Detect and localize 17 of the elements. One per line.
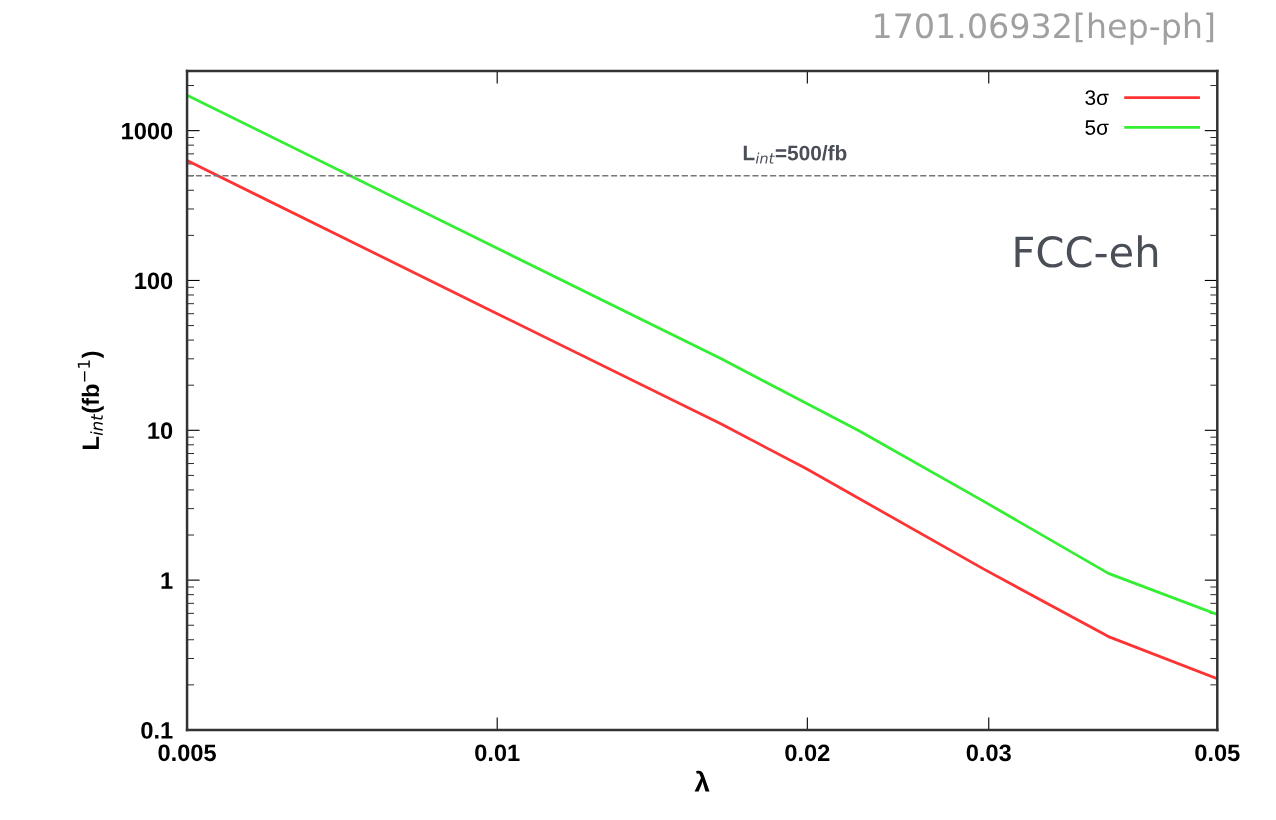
x-tick-label: 0.05 [1195,744,1240,762]
y-tick-label: 10 [148,422,173,440]
annotation: FCC-eh [1015,235,1158,268]
x-tick-label: 0.005 [158,744,216,762]
y-tick-label: 1000 [122,122,173,140]
legend-label: 3σ [1085,90,1109,106]
y-tick-label: 0.1 [141,722,173,739]
x-tick-label: 0.01 [475,744,520,762]
text: 1701.06932[hep-ph] [875,12,1214,45]
y-tick-label: 1 [161,572,173,589]
x-axis-title: λ [694,770,710,792]
y-tick-label: 100 [135,272,173,290]
x-tick-label: 0.02 [785,744,830,762]
x-tick-label: 0.03 [966,744,1011,762]
ref-line-label: L$_{int}$=500/fb [743,145,847,164]
legend-label: 5σ [1085,120,1109,135]
y-axis-title: L$_{int}$(fb$^{−1}$) [77,351,104,449]
